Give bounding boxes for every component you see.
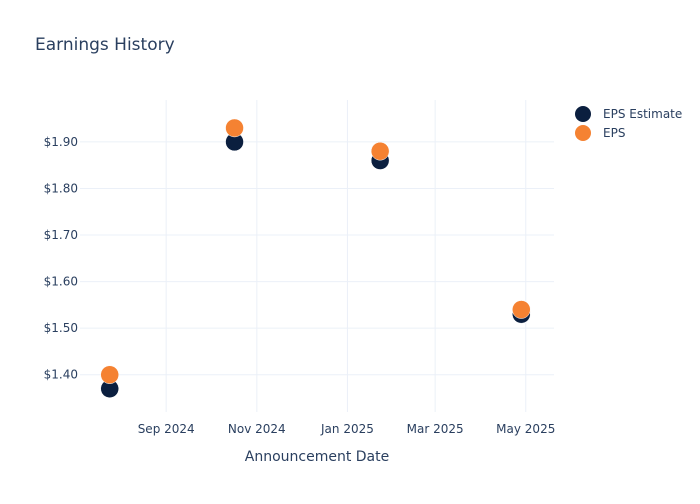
chart-title: Earnings History bbox=[35, 35, 175, 55]
x-tick-label: May 2025 bbox=[496, 422, 555, 436]
y-tick-label: $1.40 bbox=[44, 368, 78, 382]
data-points bbox=[100, 118, 531, 398]
y-tick-label: $1.70 bbox=[44, 228, 78, 242]
legend-marker-eps[interactable] bbox=[575, 125, 591, 141]
x-tick-label: Jan 2025 bbox=[320, 422, 374, 436]
legend-label-eps-estimate[interactable]: EPS Estimate bbox=[603, 107, 682, 121]
x-axis: Sep 2024 Nov 2024 Jan 2025 Mar 2025 May 2025 bbox=[138, 422, 556, 436]
legend-marker-eps-estimate[interactable] bbox=[575, 106, 591, 122]
x-tick-label: Sep 2024 bbox=[138, 422, 195, 436]
legend-label-eps[interactable]: EPS bbox=[603, 126, 625, 140]
x-axis-label: Announcement Date bbox=[245, 449, 389, 465]
eps-point[interactable] bbox=[512, 300, 531, 319]
x-tick-label: Mar 2025 bbox=[407, 422, 464, 436]
eps-point[interactable] bbox=[225, 118, 244, 138]
x-tick-label: Nov 2024 bbox=[228, 422, 286, 436]
y-tick-label: $1.60 bbox=[44, 275, 78, 289]
y-tick-label: $1.50 bbox=[44, 321, 78, 335]
eps-point[interactable] bbox=[370, 141, 390, 161]
y-axis: $1.40 $1.50 $1.60 $1.70 $1.80 $1.90 bbox=[44, 135, 78, 382]
eps-point[interactable] bbox=[100, 365, 119, 384]
y-tick-label: $1.90 bbox=[44, 135, 78, 149]
y-tick-label: $1.80 bbox=[44, 181, 78, 195]
legend[interactable]: EPS Estimate EPS bbox=[575, 106, 682, 141]
grid-lines bbox=[80, 100, 554, 412]
